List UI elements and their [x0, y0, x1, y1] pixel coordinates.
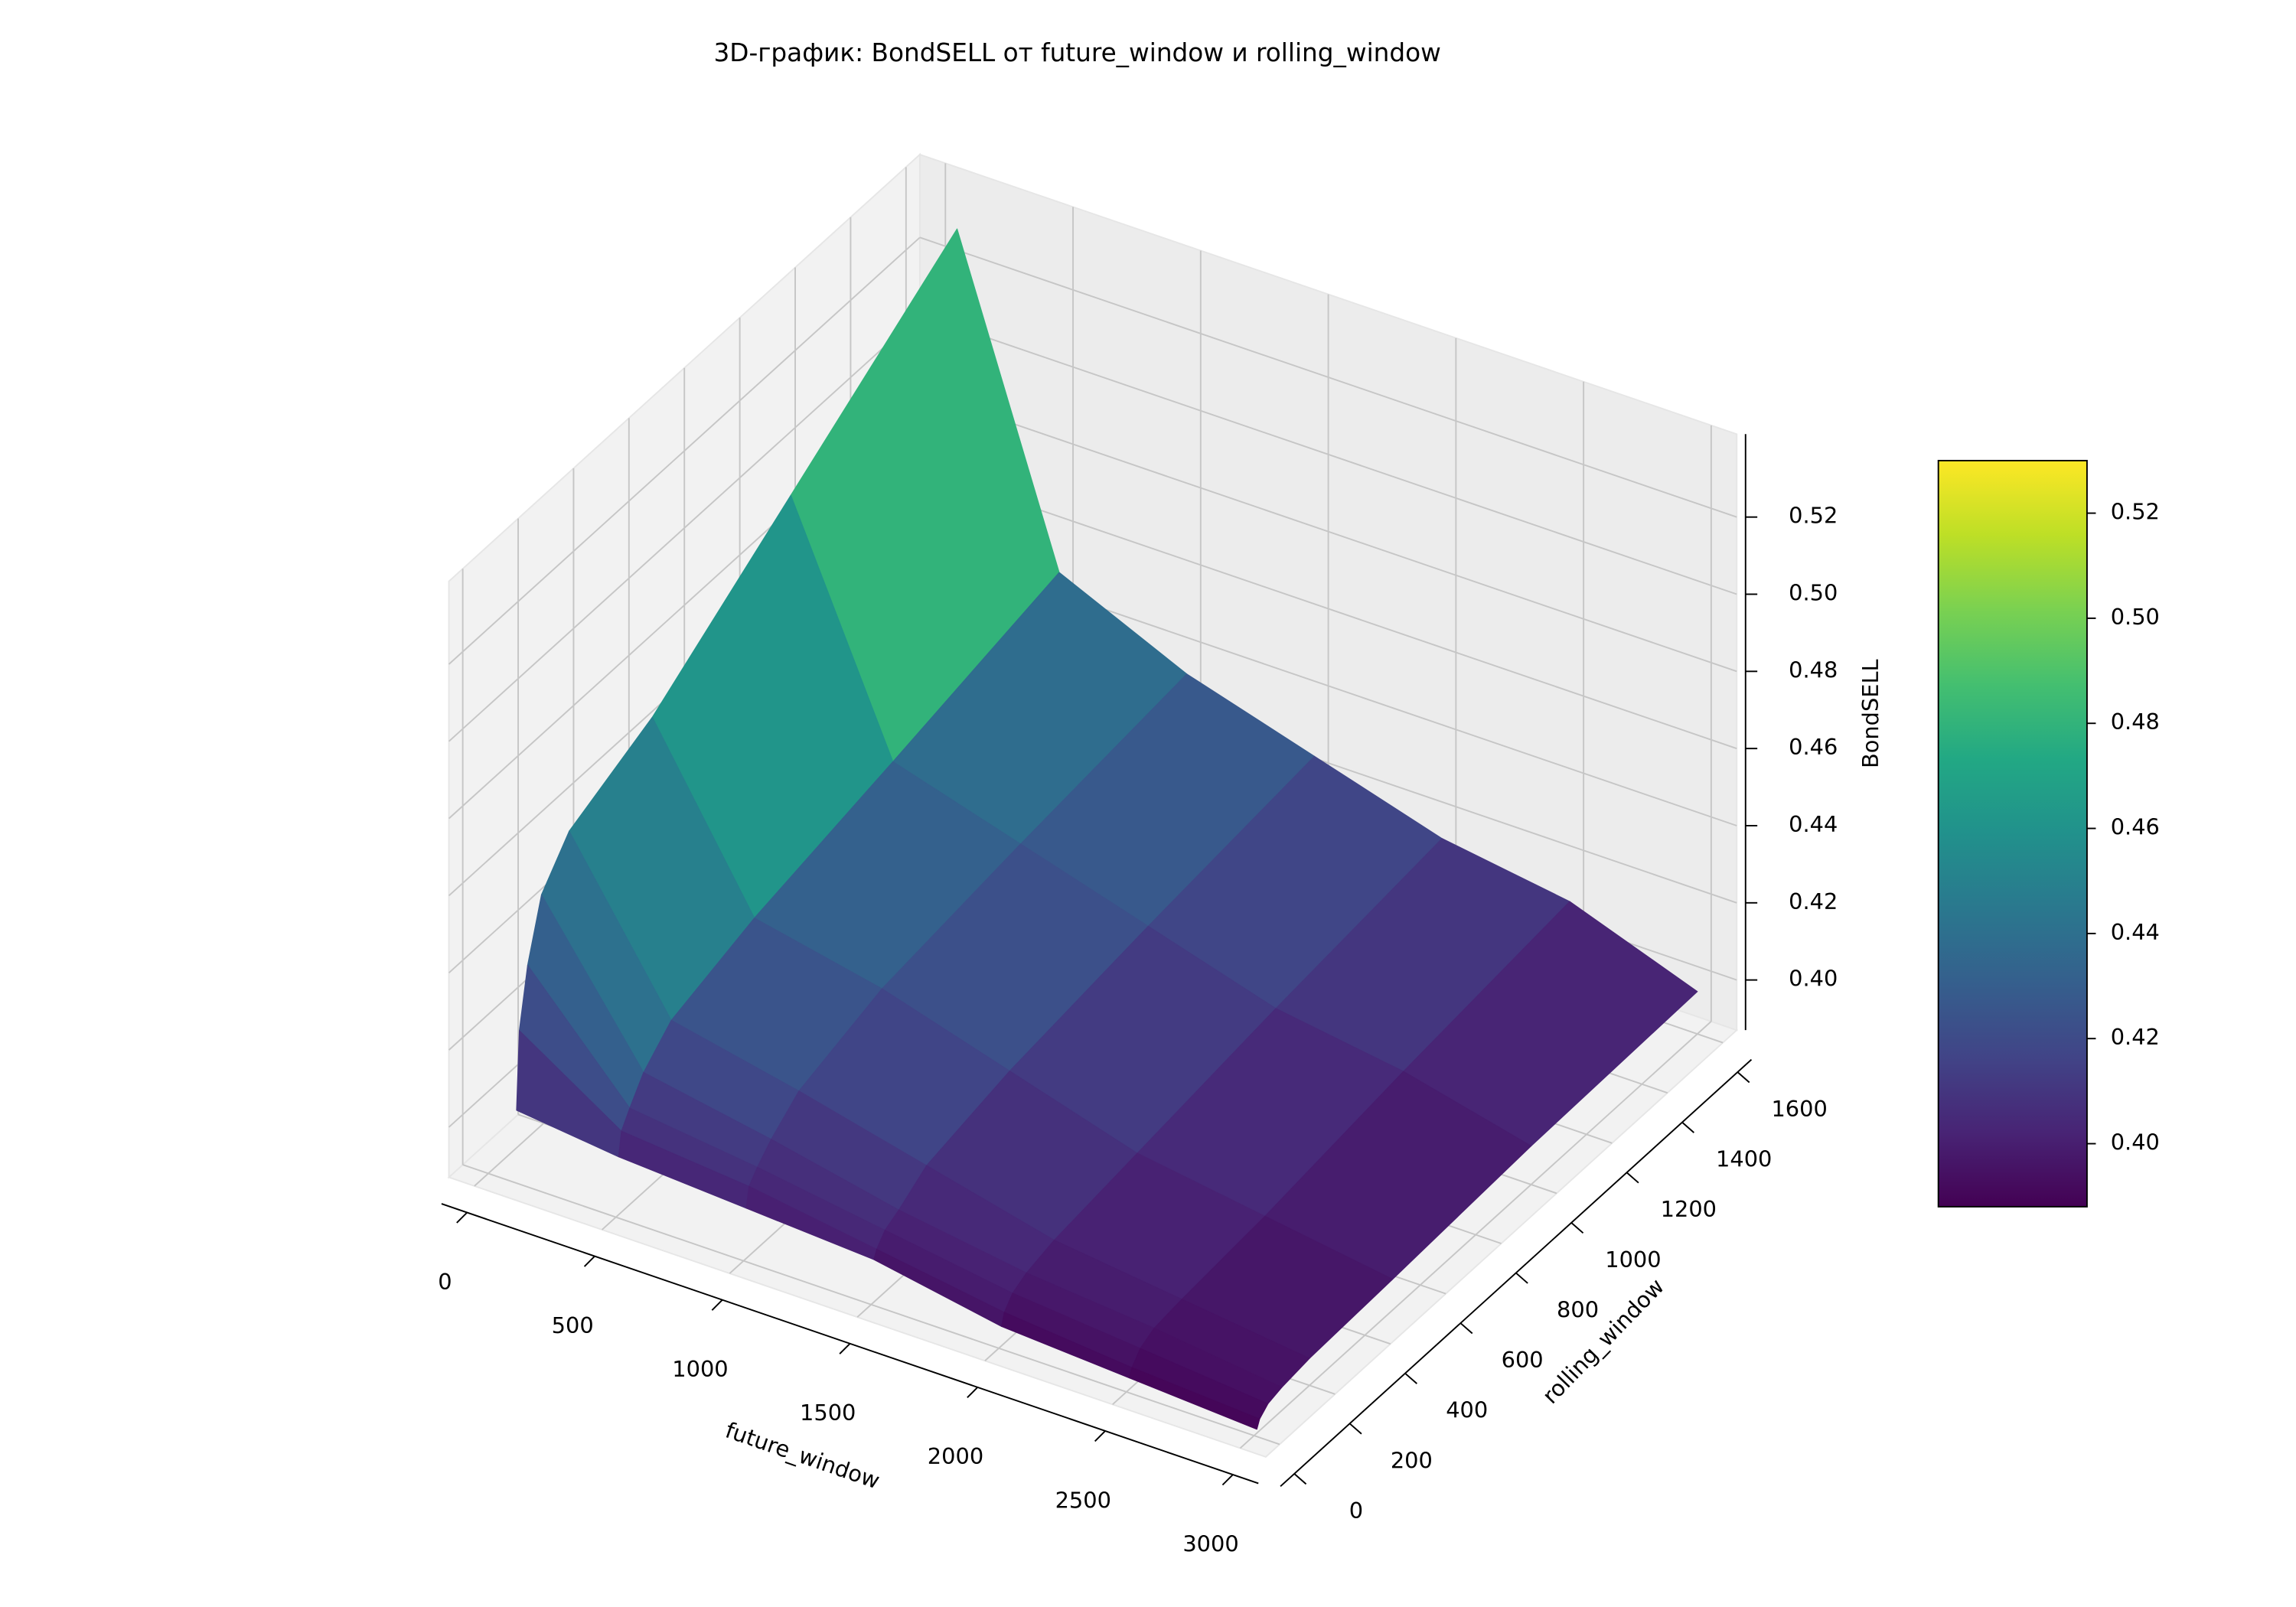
- x-tick-mark: [967, 1387, 979, 1399]
- y-tick-mark: [1293, 1473, 1307, 1485]
- x-tick-mark: [711, 1299, 723, 1311]
- y-tick-label: 600: [1502, 1347, 1544, 1373]
- y-tick-label: 1400: [1716, 1146, 1772, 1172]
- y-tick-label: 800: [1557, 1296, 1599, 1322]
- y-tick-label: 1200: [1661, 1196, 1717, 1222]
- chart-title: 3D-график: BondSELL от future_window и r…: [714, 38, 1441, 67]
- x-tick-label: 1500: [800, 1400, 856, 1426]
- z-tick-label: 0.50: [1789, 580, 1838, 606]
- y-tick-label: 200: [1391, 1447, 1433, 1473]
- x-tick-label: 2500: [1055, 1487, 1111, 1513]
- grid-line: [462, 1164, 1280, 1446]
- y-tick-mark: [1626, 1172, 1639, 1184]
- y-tick-mark: [1515, 1272, 1528, 1284]
- x-axis-line: [441, 1203, 1259, 1485]
- grid-line: [919, 468, 1737, 750]
- z-tick-label: 0.46: [1789, 734, 1838, 760]
- x-tick-mark: [1221, 1474, 1234, 1486]
- x-tick-label: 500: [552, 1312, 594, 1338]
- x-tick-label: 3000: [1182, 1530, 1238, 1556]
- y-tick-mark: [1459, 1322, 1473, 1335]
- y-tick-mark: [1349, 1423, 1362, 1435]
- colorbar-tick-label: 0.50: [2111, 604, 2160, 630]
- y-tick-label: 0: [1349, 1498, 1363, 1524]
- colorbar-tick-label: 0.42: [2111, 1024, 2160, 1050]
- y-tick-label: 1000: [1605, 1247, 1661, 1273]
- colorbar-tick-label: 0.52: [2111, 499, 2160, 525]
- z-tick-label: 0.52: [1789, 503, 1838, 529]
- y-tick-mark: [1737, 1071, 1750, 1084]
- z-tick-label: 0.40: [1789, 966, 1838, 992]
- x-tick-mark: [583, 1255, 595, 1267]
- y-tick-mark: [1404, 1372, 1417, 1384]
- x-tick-label: 0: [438, 1269, 452, 1295]
- grid-line: [448, 236, 921, 665]
- x-tick-label: 1000: [672, 1356, 728, 1382]
- y-tick-mark: [1570, 1222, 1584, 1234]
- surface-quad: [1128, 1367, 1261, 1430]
- grid-line: [448, 314, 921, 742]
- x-tick-mark: [1094, 1430, 1106, 1442]
- x-tick-mark: [456, 1211, 468, 1224]
- x-tick-mark: [839, 1343, 851, 1354]
- grid-line: [919, 314, 1737, 595]
- y-axis-label: rolling_window: [1537, 1273, 1669, 1409]
- grid-line: [919, 391, 1737, 673]
- colorbar-tick-label: 0.48: [2111, 709, 2160, 735]
- colorbar: [1937, 459, 2088, 1208]
- x-tick-label: 2000: [928, 1443, 983, 1469]
- z-axis-label: BondSELL: [1857, 659, 1883, 768]
- x-axis-label: future_window: [722, 1417, 883, 1495]
- grid-line: [919, 236, 1737, 518]
- y-tick-mark: [1681, 1121, 1694, 1133]
- y-axis-line: [1280, 1058, 1753, 1488]
- z-tick-label: 0.48: [1789, 657, 1838, 683]
- y-tick-label: 400: [1446, 1397, 1488, 1423]
- y-tick-label: 1600: [1771, 1096, 1827, 1122]
- z-tick-label: 0.42: [1789, 888, 1838, 914]
- colorbar-tick-label: 0.44: [2111, 919, 2160, 945]
- colorbar-tick-label: 0.46: [2111, 814, 2160, 840]
- colorbar-tick-label: 0.40: [2111, 1129, 2160, 1156]
- z-tick-label: 0.44: [1789, 811, 1838, 837]
